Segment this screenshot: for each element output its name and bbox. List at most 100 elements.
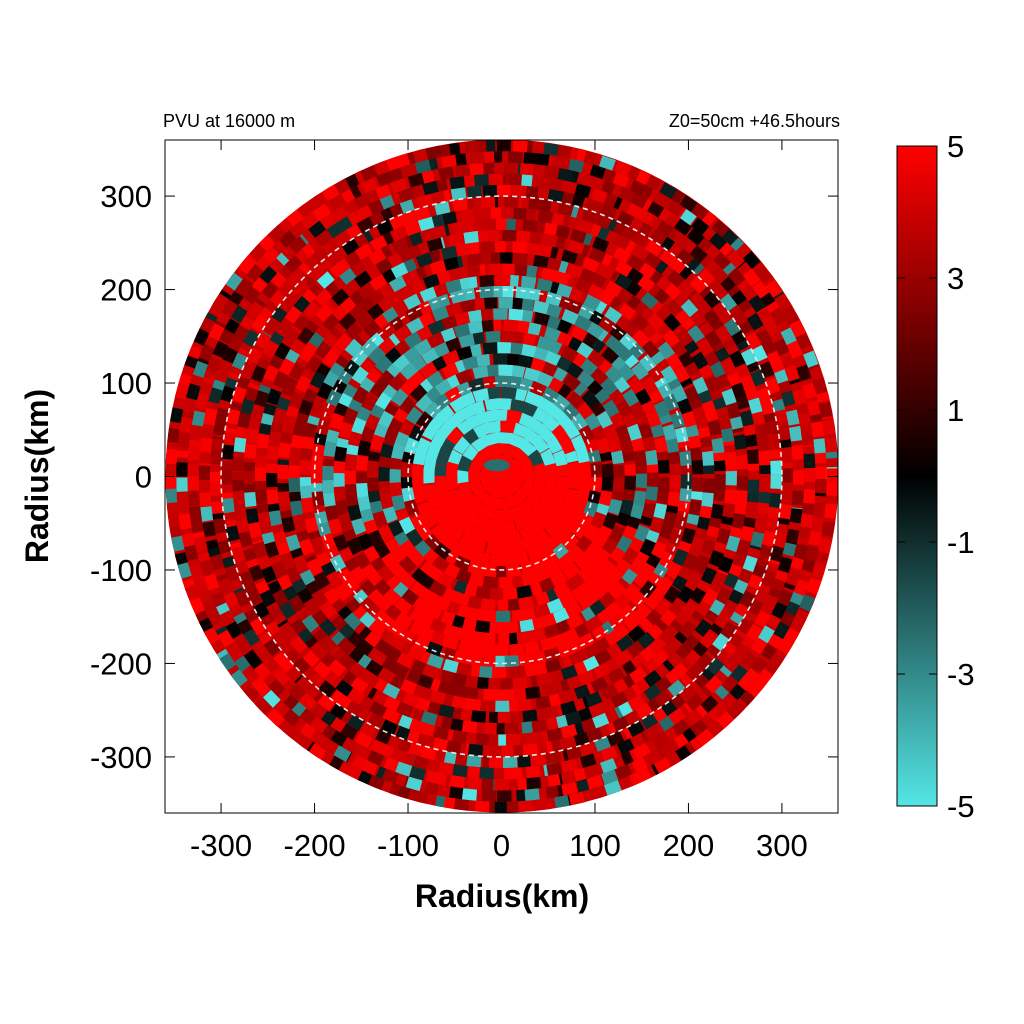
x-axis-ticks: -300 -200 -100 0 100 200 300 (190, 140, 808, 863)
field-cell (754, 512, 769, 528)
field-cell (295, 733, 314, 751)
field-cell (415, 697, 433, 713)
field-cell (300, 497, 314, 513)
field-cell (660, 365, 678, 384)
field-cell (263, 364, 280, 383)
field-cell (793, 578, 809, 596)
field-cell (456, 417, 475, 435)
field-cell (437, 680, 455, 696)
field-cell (424, 603, 443, 620)
field-cell (536, 798, 552, 812)
field-cell (523, 185, 539, 199)
field-cell (502, 689, 517, 701)
field-cell (390, 262, 409, 279)
field-cell (243, 286, 261, 305)
field-cell (801, 430, 814, 446)
field-cell (746, 449, 760, 465)
field-cell (416, 193, 434, 209)
field-cell (355, 731, 373, 749)
field-cell (619, 499, 634, 516)
field-cell (433, 542, 452, 561)
field-cell (781, 468, 794, 483)
field-cell (457, 470, 469, 486)
field-cell (577, 370, 596, 388)
field-cell (619, 437, 634, 454)
field-cell (551, 424, 570, 443)
field-cell (309, 371, 327, 389)
field-cell (518, 800, 533, 813)
field-cell (243, 386, 259, 404)
field-cell (329, 260, 348, 278)
field-cell (742, 250, 761, 269)
field-cell (233, 437, 247, 453)
field-cell (612, 716, 630, 733)
field-cell (516, 630, 533, 644)
field-cell (278, 358, 295, 376)
field-cell (288, 465, 300, 480)
field-cell (581, 389, 599, 408)
field-cell (499, 576, 515, 589)
field-cell (420, 745, 438, 761)
field-cell (602, 399, 620, 418)
field-cell (481, 564, 497, 578)
field-cell (284, 271, 303, 290)
field-cell (486, 519, 503, 533)
field-cell (468, 469, 481, 487)
field-cell (503, 443, 521, 459)
field-cell (438, 166, 455, 180)
field-cell (619, 332, 638, 351)
field-cell (679, 194, 698, 213)
field-cell (711, 437, 725, 454)
field-cell (557, 202, 574, 217)
field-cell (624, 464, 637, 479)
field-cell (612, 172, 630, 188)
field-cell (223, 591, 240, 610)
field-cell (566, 613, 584, 630)
field-cell (526, 231, 543, 245)
field-cell (513, 486, 532, 505)
field-cell (803, 489, 816, 504)
field-cell (310, 455, 324, 471)
field-cell (412, 596, 431, 614)
field-cell (769, 493, 782, 509)
field-cell (459, 208, 475, 222)
field-cell (617, 738, 635, 755)
field-cell (500, 263, 515, 275)
field-cell (421, 663, 439, 680)
field-cell (624, 613, 642, 632)
field-cell (198, 381, 213, 398)
field-cell (329, 554, 347, 573)
x-tick-label: 300 (756, 828, 808, 863)
field-cell (388, 275, 407, 293)
field-cell (405, 406, 423, 425)
field-cell (544, 561, 563, 578)
field-cell (230, 546, 246, 563)
field-cell (782, 540, 797, 557)
field-cell (622, 547, 639, 565)
field-cell (368, 248, 387, 266)
field-cell (382, 682, 401, 700)
field-cell (497, 711, 513, 724)
field-cell (590, 366, 609, 385)
field-cell (351, 366, 369, 385)
field-cell (673, 365, 691, 383)
field-cell (262, 689, 281, 708)
field-cell (319, 601, 338, 620)
field-cell (568, 791, 585, 806)
field-cell (532, 498, 551, 517)
field-cell (509, 432, 527, 449)
field-cell (451, 695, 468, 710)
field-cell (310, 396, 327, 414)
field-cell (633, 569, 651, 588)
field-cell (488, 173, 504, 186)
field-cell (576, 486, 591, 503)
field-cell (325, 429, 340, 446)
field-cell (322, 349, 340, 368)
field-cell (548, 211, 565, 226)
field-cell (393, 431, 409, 449)
field-cell (694, 297, 713, 316)
field-cell (288, 595, 306, 614)
field-cell (446, 449, 463, 467)
field-cell (388, 288, 406, 306)
field-cell (453, 220, 470, 235)
